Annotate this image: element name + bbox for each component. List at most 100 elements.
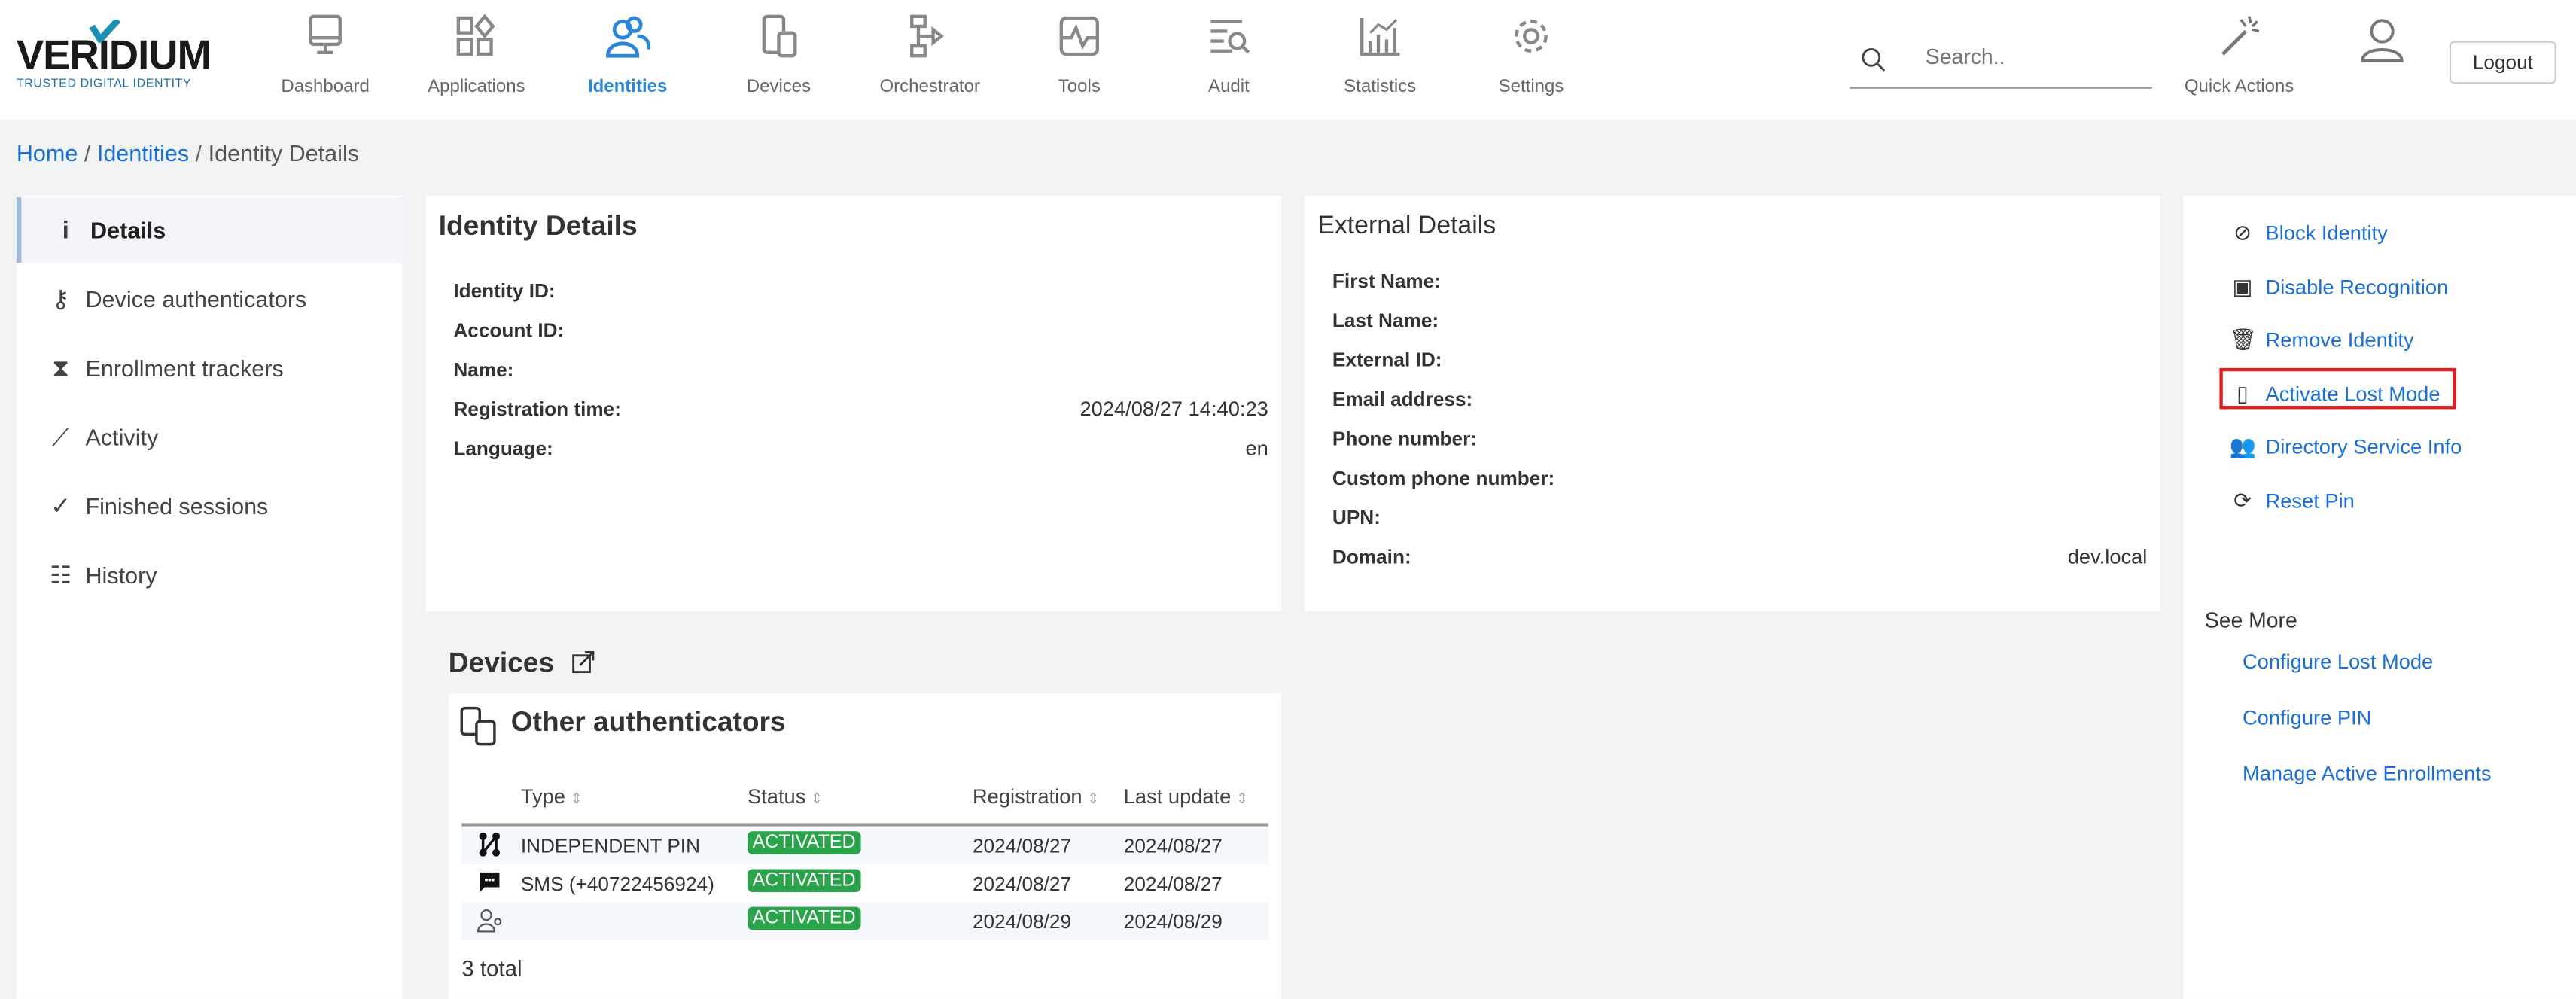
external-link-icon[interactable] (572, 650, 595, 674)
nav-devices[interactable]: Devices (705, 13, 852, 97)
sidebar-item-label: Details (90, 217, 166, 243)
table-row[interactable]: SMS (+40722456924) ACTIVATED 2024/08/27 202… (461, 864, 1268, 902)
search-icon (1862, 48, 1886, 72)
breadcrumb-identities[interactable]: Identities (96, 139, 190, 166)
sidebar-item-finished-sessions[interactable]: ✓ Finished sessions (17, 474, 403, 539)
search-input[interactable] (1922, 42, 2142, 71)
action-label: Disable Recognition (2265, 275, 2449, 299)
column-header[interactable]: Last update ⇕ (1124, 785, 1249, 809)
table-row[interactable]: INDEPENDENT PIN ACTIVATED 2024/08/27 2024/0… (461, 826, 1268, 864)
magic-wand-icon (2221, 16, 2260, 56)
search-box[interactable] (1850, 36, 2152, 89)
devices-title: Devices (448, 647, 555, 679)
other-authenticators-title: Other authenticators (510, 706, 786, 738)
sms-icon (477, 869, 503, 900)
nav-label: Orchestrator (879, 77, 980, 97)
table-header-divider (461, 823, 1268, 826)
last-update-cell: 2024/08/27 (1123, 872, 1223, 896)
quick-actions-button[interactable]: Quick Actions (2165, 13, 2313, 97)
nav-label: Audit (1208, 77, 1250, 97)
logout-button[interactable]: Logout (2449, 41, 2556, 84)
identity-field-label: Account ID: (453, 318, 565, 342)
sidebar-item-device-authenticators[interactable]: ⚷ Device authenticators (17, 267, 403, 332)
see-more-title: See More (2204, 608, 2297, 633)
sort-icon: ⇕ (1087, 790, 1100, 807)
identity-details-title: Identity Details (438, 210, 638, 242)
logo[interactable]: VERIDIUM TRUSTED DIGITAL IDENTITY (16, 20, 212, 90)
logo-name: VERIDIUM (16, 32, 212, 79)
action-icon: 🗑 (2229, 327, 2257, 352)
nav-audit[interactable]: Audit (1155, 13, 1302, 97)
external-details-card: External Details First Name: Last Name: Ex… (1304, 195, 2160, 611)
sort-icon: ⇕ (570, 790, 583, 807)
sidebar-item-history[interactable]: ☷ History (17, 542, 403, 608)
see-more-link[interactable]: Configure Lost Mode (2242, 650, 2434, 674)
external-field-label: Last Name: (1332, 309, 1439, 332)
nav-label: Tools (1058, 77, 1101, 97)
sidebar-icon: ⟋ (52, 422, 70, 452)
breadcrumb-home[interactable]: Home (16, 139, 78, 166)
nav-identities[interactable]: Identities (553, 13, 701, 97)
nav-label: Statistics (1344, 77, 1417, 97)
column-header[interactable]: Registration ⇕ (973, 785, 1100, 809)
sidebar-item-label: Enrollment trackers (85, 355, 284, 382)
stats-icon (1360, 18, 1400, 56)
status-badge: ACTIVATED (747, 831, 861, 854)
action-icon: ⊘ (2233, 220, 2252, 245)
sidebar-icon: ⧗ (52, 354, 70, 382)
action-block-identity[interactable]: ⊘ Block Identity (2233, 220, 2388, 245)
nav-applications[interactable]: Applications (403, 13, 550, 97)
user-avatar-icon[interactable] (2359, 17, 2405, 62)
column-header[interactable]: Type ⇕ (521, 785, 583, 809)
action-disable-recognition[interactable]: ▣ Disable Recognition (2233, 273, 2449, 299)
type-cell: SMS (+40722456924) (520, 872, 714, 896)
column-label: Registration (972, 785, 1082, 809)
nav-settings[interactable]: Settings (1457, 13, 1605, 97)
external-field-label: External ID: (1332, 348, 1442, 372)
action-icon: ▯ (2236, 380, 2249, 405)
action-reset-pin[interactable]: ⟳ Reset Pin (2233, 487, 2355, 512)
column-header[interactable]: Status ⇕ (748, 785, 823, 809)
sidebar-item-activity[interactable]: ⟋ Activity (17, 404, 403, 470)
status-badge: ACTIVATED (747, 869, 861, 893)
user-key-icon (477, 907, 503, 938)
nav-orchestrator[interactable]: Orchestrator (856, 13, 1003, 97)
action-label: Activate Lost Mode (2265, 382, 2441, 405)
nav-label: Applications (428, 77, 525, 97)
identity-field-value: en (1245, 437, 1268, 461)
nav-label: Devices (746, 77, 811, 97)
column-label: Last update (1123, 785, 1232, 809)
action-directory-service-info[interactable]: 👥 Directory Service Info (2230, 434, 2462, 458)
devices-icon (762, 14, 797, 58)
action-icon: 👥 (2229, 434, 2256, 458)
action-activate-lost-mode[interactable]: ▯ Activate Lost Mode (2236, 380, 2441, 405)
sidebar-item-label: Activity (85, 424, 159, 450)
tools-icon (1059, 16, 1100, 56)
flow-icon (910, 14, 945, 58)
see-more-link[interactable]: Manage Active Enrollments (2242, 762, 2492, 786)
breadcrumb: Home / Identities / Identity Details (16, 139, 360, 166)
action-remove-identity[interactable]: 🗑 Remove Identity (2230, 327, 2414, 352)
identity-field-value: 2024/08/27 14:40:23 (1079, 397, 1268, 421)
column-label: Status (747, 785, 806, 809)
nav-statistics[interactable]: Statistics (1306, 13, 1454, 97)
sidebar-item-label: History (85, 562, 157, 589)
audit-icon (1210, 20, 1250, 54)
sidebar-item-details[interactable]: i Details (16, 196, 403, 263)
registration-cell: 2024/08/27 (972, 834, 1072, 858)
nav-label: Settings (1498, 77, 1564, 97)
see-more-link[interactable]: Configure PIN (2242, 706, 2372, 729)
external-details-title: External Details (1317, 212, 1497, 240)
sort-icon: ⇕ (1235, 790, 1249, 807)
table-row[interactable]: ACTIVATED 2024/08/29 2024/08/29 (461, 902, 1268, 940)
sidebar-icon: ⚷ (51, 285, 70, 314)
type-cell: INDEPENDENT PIN (520, 834, 701, 858)
external-field-label: Email address: (1332, 388, 1473, 411)
nav-tools[interactable]: Tools (1006, 13, 1153, 97)
highlight-box (2219, 367, 2456, 409)
actions-panel: See More ⊘ Block Identity ▣ Disable Recogni… (2183, 195, 2576, 999)
nav-dashboard[interactable]: Dashboard (251, 13, 399, 97)
last-update-cell: 2024/08/27 (1123, 834, 1223, 858)
sidebar-item-enrollment-trackers[interactable]: ⧗ Enrollment trackers (17, 335, 403, 401)
total-count: 3 total (461, 956, 522, 981)
